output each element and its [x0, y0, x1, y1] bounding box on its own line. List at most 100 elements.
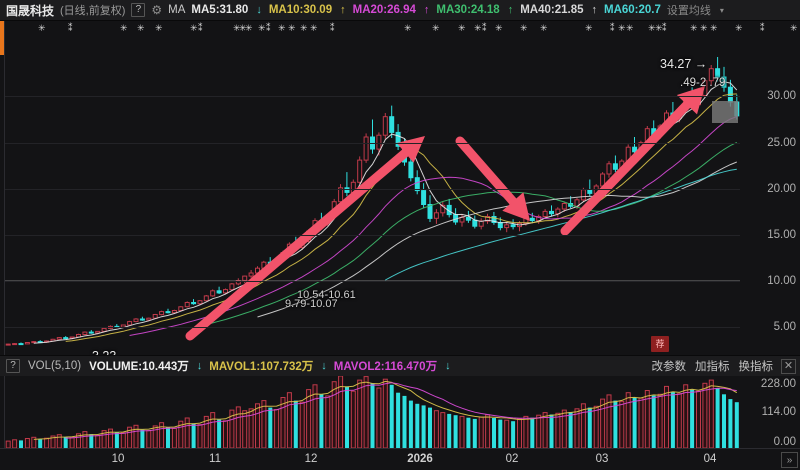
event-marker-icon[interactable]: ✳ — [137, 24, 145, 34]
price-pane[interactable]: ✳ ⁑ ✳ ✳ ✳ ✳ ⁑ ✳ ✳ ✳ ✳ ⁑ ✳ ✳ ✳ ✳ ⁑ ✳ ✳ ✳ ✳ ⁑ ✳ ✳ ✳ ✳ ⁑ ✳ ✳ ✳ ✳ ⁑ ✳ ✳ ✳ ✳ ⁑ ✳ 3… — [0, 21, 800, 355]
ma-readout-5: MA60:20.7 — [604, 4, 661, 16]
event-marker-icon[interactable]: ⁑ — [266, 24, 271, 34]
event-marker-icon[interactable]: ✳ — [233, 24, 241, 34]
ma-trend-arrow-icon-2: ↑ — [423, 4, 430, 16]
volume-tool-2[interactable]: 换指标 — [738, 361, 774, 373]
event-marker-icon[interactable]: ✳ — [690, 24, 698, 34]
volume-readout-2: MAVOL2:116.470万 — [333, 361, 438, 373]
ma-readout-3: MA30:24.18 — [436, 4, 500, 16]
volume-pane[interactable]: 228.00 114.00 0.00 — [0, 376, 800, 448]
volume-readout-list: VOLUME:10.443万 ↓ MAVOL1:107.732万 ↓ MAVOL2:11… — [89, 358, 451, 374]
price-gridline — [5, 234, 740, 236]
event-marker-icon[interactable]: ⁑ — [662, 24, 667, 34]
event-marker-icon[interactable]: ✳ — [245, 24, 253, 34]
ma-readout-0: MA5:31.80 — [191, 4, 249, 16]
event-marker-icon[interactable]: ✳ — [239, 24, 247, 34]
event-marker-icon[interactable]: ✳ — [735, 24, 743, 34]
event-marker-icon[interactable]: ⁑ — [68, 24, 73, 34]
event-marker-icon[interactable]: ✳ — [432, 24, 440, 34]
ma-readout-4: MA40:21.85 — [520, 4, 584, 16]
price-plot-area[interactable] — [5, 41, 740, 355]
volume-trend-arrow-icon-2: ↓ — [445, 360, 451, 372]
stock-name[interactable]: 国晟科技 — [6, 3, 55, 18]
volume-plot-area[interactable] — [5, 376, 740, 448]
close-icon[interactable]: ✕ — [781, 358, 796, 374]
date-axis-label: 03 — [595, 453, 609, 465]
set-ma-button[interactable]: 设置均线 — [666, 5, 711, 17]
date-axis-label: 04 — [703, 453, 717, 465]
event-marker-icon[interactable]: ✳ — [540, 24, 548, 34]
recommend-badge[interactable]: 荐 — [651, 336, 669, 352]
event-marker-row: ✳ ⁑ ✳ ✳ ✳ ✳ ⁑ ✳ ✳ ✳ ✳ ⁑ ✳ ✳ ✳ ✳ ⁑ ✳ ✳ ✳ ✳ ⁑ ✳ ✳ ✳ ✳ ⁑ ✳ ✳ ✳ ✳ ⁑ ✳ ✳ ✳ ✳ ⁑ ✳ — [0, 21, 800, 41]
event-marker-icon[interactable]: ⁑ — [198, 24, 203, 34]
price-axis: 30.00 25.00 20.00 15.00 10.00 5.00 — [741, 21, 800, 355]
volume-readout-0: VOLUME:10.443万 — [89, 361, 189, 373]
price-gridline — [5, 188, 740, 190]
ma-trend-arrow-icon-1: ↑ — [340, 4, 346, 16]
pane-left-border — [4, 21, 5, 355]
event-marker-icon[interactable]: ✳ — [155, 24, 163, 34]
volume-pane-left-border — [4, 376, 5, 448]
event-marker-icon[interactable]: ✳ — [300, 24, 308, 34]
volume-tool-1[interactable]: 加指标 — [695, 361, 730, 373]
event-marker-icon[interactable]: ✳ — [790, 24, 798, 34]
gear-icon[interactable]: ⚙ — [151, 3, 163, 17]
event-marker-icon[interactable]: ⁑ — [482, 24, 487, 34]
event-marker-icon[interactable]: ✳ — [495, 24, 503, 34]
event-marker-icon[interactable]: ✳ — [458, 24, 466, 34]
price-gridline — [5, 281, 740, 283]
event-marker-icon[interactable]: ✳ — [648, 24, 656, 34]
candlestick-svg — [5, 57, 740, 346]
event-marker-icon[interactable]: ⁑ — [760, 24, 765, 34]
event-marker-icon[interactable]: ✳ — [278, 24, 286, 34]
date-axis: 10 11 12 2026 02 03 04 — [0, 448, 800, 470]
event-marker-icon[interactable]: ✳ — [190, 24, 198, 34]
event-marker-icon[interactable]: ✳ — [310, 24, 318, 34]
event-marker-icon[interactable]: ✳ — [655, 24, 663, 34]
event-marker-icon[interactable]: ✳ — [38, 24, 46, 34]
date-axis-label: 10 — [111, 453, 125, 465]
volume-tool-0[interactable]: 改参数 — [651, 361, 687, 373]
price-axis-label: 25.00 — [767, 136, 796, 149]
event-marker-icon[interactable]: ✳ — [288, 24, 296, 34]
event-marker-icon[interactable]: ⁑ — [330, 24, 335, 34]
scroll-forward-button[interactable]: » — [781, 452, 798, 468]
volume-axis-label: 228.00 — [760, 378, 796, 390]
price-indicator-header: 国晟科技 (日线,前复权) ? ⚙ MA MA5:31.80 ↓ MA10:30.0… — [0, 0, 800, 21]
event-marker-icon[interactable]: ✳ — [120, 24, 128, 34]
event-marker-icon[interactable]: ✳ — [258, 24, 266, 34]
event-marker-icon[interactable]: ✳ — [700, 24, 708, 34]
help-button[interactable]: ? — [131, 3, 146, 17]
range-callout-mid2: 9.79-10.07 — [285, 298, 338, 310]
range-callout-mid1: 10.54-10.61 — [297, 289, 356, 301]
high-price-callout: 34.27 → — [660, 57, 708, 71]
price-cursor-box — [712, 101, 738, 123]
ma-readout-1: MA10:30.09 — [268, 4, 333, 16]
volume-axis: 228.00 114.00 0.00 — [741, 376, 800, 470]
event-marker-icon[interactable]: ✳ — [585, 24, 593, 34]
event-marker-icon[interactable]: ✳ — [710, 24, 718, 34]
chart-period-label[interactable]: (日线,前复权) — [60, 5, 126, 17]
event-marker-icon[interactable]: ✳ — [404, 24, 412, 34]
event-marker-icon[interactable]: ✳ — [618, 24, 626, 34]
date-axis-label: 2026 — [407, 453, 433, 465]
date-axis-label: 11 — [209, 453, 221, 465]
ma-group-label: MA — [168, 4, 186, 16]
volume-toolbar: 改参数 加指标 换指标 — [652, 358, 774, 374]
event-marker-icon[interactable]: ✳ — [474, 24, 482, 34]
event-marker-icon[interactable]: ✳ — [626, 24, 634, 34]
volume-help-button[interactable]: ? — [6, 359, 20, 373]
price-axis-label: 30.00 — [767, 90, 796, 103]
volume-indicator-name[interactable]: VOL(5,10) — [28, 360, 82, 372]
chevron-down-icon[interactable]: ▾ — [719, 5, 724, 15]
volume-bars-svg — [5, 376, 739, 448]
low-price-callout: 3.23 — [92, 349, 116, 355]
ma-trend-arrow-icon-0: ↓ — [256, 4, 262, 16]
ma-readout-list: MA5:31.80 ↓ MA10:30.09 ↑ MA20:26.94 ↑ MA30:24.… — [191, 4, 660, 16]
event-marker-icon[interactable]: ⁑ — [610, 24, 615, 34]
volume-trend-arrow-icon-1: ↓ — [321, 360, 327, 372]
range-callout: .49-2 .79 — [680, 77, 726, 89]
event-marker-icon[interactable]: ✳ — [520, 24, 528, 34]
volume-trend-arrow-icon-0: ↓ — [196, 360, 203, 372]
volume-indicator-header: ? VOL(5,10) VOLUME:10.443万 ↓ MAVOL1:107.73… — [0, 355, 800, 376]
